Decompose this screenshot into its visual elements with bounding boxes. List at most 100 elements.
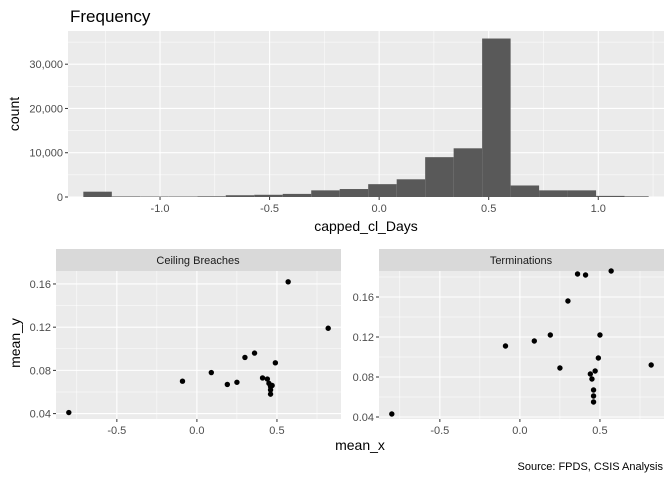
- facet-panel-background: [379, 271, 664, 419]
- histogram-bar: [425, 157, 454, 197]
- scatter-point: [208, 369, 215, 376]
- histogram-bar: [368, 184, 397, 197]
- histogram-y-ticks: 0 10,000 20,000 30,000: [29, 59, 68, 204]
- histogram-bar: [596, 195, 625, 197]
- scatter-point: [242, 354, 248, 361]
- scatter-point: [224, 381, 231, 388]
- facet-strip-label: Terminations: [490, 255, 553, 267]
- facet-points: [66, 279, 331, 416]
- histogram-bar: [510, 185, 540, 197]
- scatter-y-axis-title: mean_y: [7, 318, 23, 368]
- y-tick-label: 10,000: [29, 148, 63, 160]
- histogram-bar: [482, 38, 511, 198]
- facet-x-ticks: -0.5 0.0 0.5: [430, 419, 608, 437]
- facet-y-ticks: 0.04 0.08 0.12 0.16: [353, 292, 379, 424]
- x-tick-label: -0.5: [107, 425, 126, 437]
- scatter-point: [592, 368, 598, 374]
- y-tick-label: 20,000: [29, 103, 63, 115]
- scatter-point: [590, 387, 597, 393]
- x-tick-label: 0.0: [371, 203, 386, 215]
- histogram-bar: [624, 196, 649, 197]
- scatter-point: [582, 272, 589, 278]
- scatter-point: [267, 391, 274, 397]
- x-tick-label: 0.0: [512, 425, 527, 437]
- facet-gridlines: [56, 271, 341, 419]
- scatter-point: [590, 393, 597, 399]
- scatter-point: [502, 343, 509, 349]
- histogram-bar: [282, 193, 312, 197]
- facet-panel-background: [56, 271, 341, 419]
- histogram-x-ticks: -1.0 -0.5 0.0 0.5 1.0: [151, 197, 606, 215]
- scatter-point: [547, 332, 554, 338]
- scatter-point: [574, 271, 581, 277]
- scatter-point: [264, 376, 271, 382]
- x-tick-label: -1.0: [151, 203, 170, 215]
- histogram-bar: [225, 195, 255, 197]
- scatter-point: [325, 325, 331, 331]
- scatter-point: [595, 355, 602, 361]
- scatter-point: [285, 279, 291, 285]
- scatter-point: [267, 387, 274, 393]
- y-tick-label: 0.04: [30, 409, 51, 421]
- facet-strip-ceiling-breaches: [56, 249, 341, 271]
- scatter-point: [608, 268, 614, 274]
- scatter-point: [590, 399, 597, 405]
- scatter-point: [179, 378, 186, 384]
- histogram-bar: [83, 191, 112, 197]
- facet-terminations: Terminations 0.04 0.08 0.12 0.16 -0.5 0.0 0.5: [353, 249, 664, 437]
- scatter-point: [259, 375, 266, 381]
- scatter-point: [557, 365, 563, 371]
- x-tick-label: 0.5: [269, 425, 284, 437]
- histogram-bar: [539, 190, 568, 197]
- scatter-point: [269, 382, 275, 389]
- histogram-bar: [311, 190, 340, 197]
- histogram-chart: Frequency 0 10,000 20,000 30,000 -1.0 -0.5 0.…: [6, 7, 664, 234]
- facet-gridlines: [379, 271, 664, 419]
- scatter-point: [587, 371, 594, 377]
- scatter-point: [234, 379, 240, 385]
- y-tick-label: 0.12: [30, 322, 51, 334]
- x-tick-label: 0.0: [189, 425, 204, 437]
- scatter-point: [251, 350, 258, 356]
- histogram-bar: [197, 196, 226, 197]
- x-tick-label: 0.5: [481, 203, 496, 215]
- facet-ceiling-breaches: Ceiling Breaches 0.04 0.08 0.12 0.16 -0.5 0.…: [30, 249, 341, 437]
- scatter-point: [597, 332, 603, 338]
- histogram-bar: [567, 190, 597, 197]
- histogram-bars: [83, 38, 649, 198]
- y-tick-label: 0.08: [30, 365, 51, 377]
- scatter-point: [66, 409, 72, 416]
- scatter-point: [389, 411, 395, 417]
- x-tick-label: -0.5: [260, 203, 279, 215]
- histogram-bar: [339, 189, 369, 197]
- y-tick-label: 0.16: [30, 279, 51, 291]
- histogram-y-axis-title: count: [6, 97, 22, 131]
- histogram-bar: [453, 148, 483, 197]
- source-caption: Source: FPDS, CSIS Analysis: [518, 461, 664, 473]
- scatter-point: [565, 298, 571, 304]
- histogram-title: Frequency: [70, 7, 151, 26]
- y-tick-label: 0.08: [353, 372, 374, 384]
- y-tick-label: 0: [57, 192, 63, 204]
- x-tick-label: 0.5: [592, 425, 607, 437]
- histogram-bar: [396, 179, 426, 197]
- y-tick-label: 0.16: [353, 292, 374, 304]
- histogram-panel-background: [68, 31, 664, 197]
- facet-y-ticks: 0.04 0.08 0.12 0.16: [30, 279, 56, 421]
- scatter-point: [589, 376, 595, 382]
- histogram-bar: [111, 196, 141, 197]
- y-tick-label: 0.12: [353, 332, 374, 344]
- scatter-point: [531, 338, 538, 344]
- facet-points: [389, 268, 654, 417]
- histogram-x-axis-title: capped_cl_Days: [314, 218, 418, 234]
- histogram-bar: [254, 194, 283, 197]
- scatter-x-axis-title: mean_x: [335, 437, 385, 453]
- facet-strip-label: Ceiling Breaches: [156, 255, 240, 267]
- y-tick-label: 30,000: [29, 59, 63, 71]
- facet-strip-terminations: [379, 249, 664, 271]
- facet-x-ticks: -0.5 0.0 0.5: [107, 419, 285, 437]
- scatter-point: [272, 360, 279, 366]
- y-tick-label: 0.04: [353, 412, 374, 424]
- x-tick-label: -0.5: [430, 425, 449, 437]
